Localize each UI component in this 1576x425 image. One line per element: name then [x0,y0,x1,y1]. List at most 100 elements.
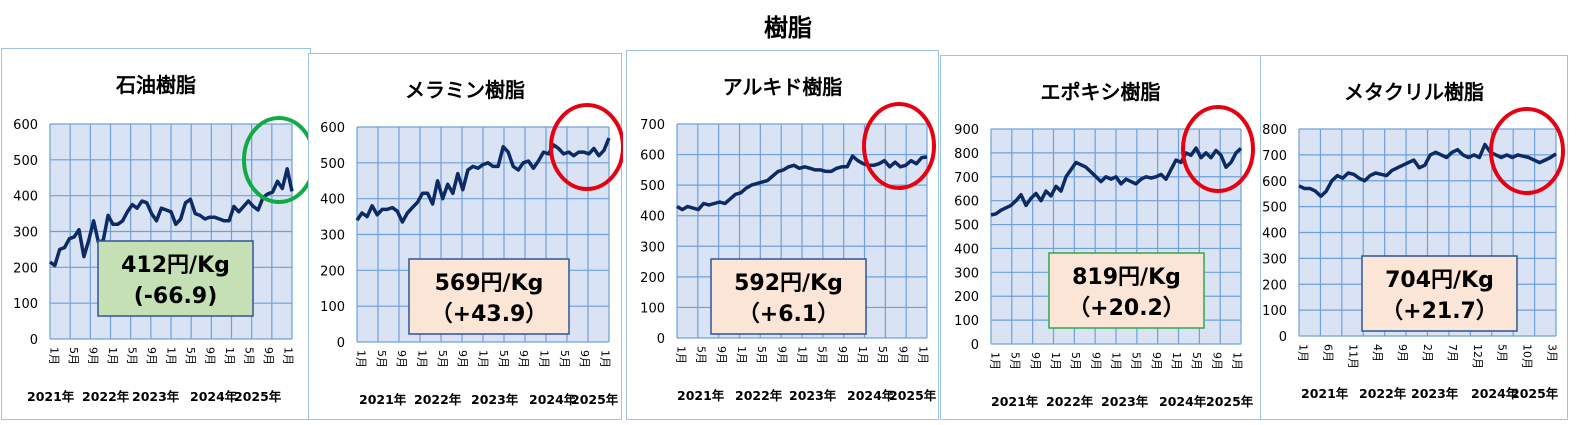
y-tick-label: 400 [320,193,345,208]
x-tick-label: 1月 [1297,344,1310,362]
chart-panel-petroleum-resin: 石油樹脂 0 100 200 300 400 500 600 1月 5月 9月 1月 5月 9月 1月 5月… [1,48,312,420]
x-tick-label: 1月 [796,346,809,364]
x-tick-label: 5月 [876,346,889,364]
y-tick-label: 400 [640,210,665,225]
year-label: 2024年 [1471,386,1519,401]
x-tick-label: 9月 [1150,352,1163,370]
y-tick-label: 800 [1262,123,1287,138]
x-tick-label: 1月 [355,350,368,368]
y-tick-label: 700 [640,118,665,133]
y-tick-label: 500 [320,157,345,172]
change-label: (-66.9) [134,284,218,309]
x-tick-label: 9月 [395,350,408,368]
series-line [676,154,928,212]
y-tick-label: 600 [1262,175,1287,190]
x-tick-label: 1月 [416,350,429,368]
y-tick-label: 100 [320,300,345,315]
y-tick-label: 200 [320,264,345,279]
x-tick-label: 12月 [1471,344,1484,369]
x-tick-label: 1月 [165,347,178,365]
year-label: 2023年 [1411,386,1459,401]
y-tick-label: 200 [13,261,38,276]
y-tick-label: 600 [954,195,979,210]
x-tick-label: 1月 [1170,352,1183,370]
y-tick-label: 300 [13,226,38,241]
year-label: 2023年 [789,388,837,403]
y-tick-label: 100 [640,301,665,316]
price-box [1361,255,1518,332]
line-chart-alkyd-resin: 0 100 200 300 400 500 600 700 1月 5月 9月 1月 5月 9月 1月 5月 9月… [640,102,937,403]
year-label: 2021年 [27,389,75,404]
x-tick-label: 5月 [243,347,256,365]
year-label: 2022年 [82,389,130,404]
x-tick-label: 4月 [1371,344,1384,362]
y-tick-label: 900 [954,123,979,138]
x-tick-label: 1月 [989,352,1002,370]
x-tick-label: 5月 [67,347,80,365]
year-label: 2025年 [889,388,937,403]
price-label: 569円/Kg [435,271,544,296]
series-line [48,167,294,268]
x-tick-label: 5月 [497,350,510,368]
x-tick-label: 9月 [145,347,158,365]
y-tick-label: 200 [954,290,979,305]
x-tick-label: 9月 [578,350,591,368]
x-tick-label: 1月 [477,350,490,368]
change-label: （+20.2） [1068,296,1185,321]
y-tick-label: 0 [30,333,38,348]
x-tick-label: 9月 [87,347,100,365]
highlight-circle [1181,105,1255,193]
y-tick-label: 100 [954,314,979,329]
x-tick-label: 5月 [1009,352,1022,370]
y-tick-label: 300 [1262,252,1287,267]
x-tick-label: 1月 [223,347,236,365]
year-label: 2022年 [414,392,462,407]
price-label: 704円/Kg [1385,268,1494,293]
change-label: （+43.9） [431,302,548,327]
y-tick-label: 500 [640,179,665,194]
x-tick-label: 9月 [775,346,788,364]
x-tick-label: 5月 [695,346,708,364]
x-tick-label: 5月 [184,347,197,365]
x-tick-label: 5月 [558,350,571,368]
price-box [97,240,254,317]
highlight-circle [242,116,312,204]
year-label: 2023年 [1101,394,1149,409]
line-chart-epoxy-resin: 0 100 200 300 400 500 600 700 800 900 1月 5月 9月 1月 5月 9月… [954,105,1255,409]
highlight-circle [1489,107,1565,195]
year-label: 2024年 [529,392,577,407]
x-tick-label: 9月 [1089,352,1102,370]
year-label: 2025年 [1511,386,1559,401]
price-box [408,258,570,335]
x-tick-label: 6月 [1321,344,1334,362]
y-tick-label: 200 [1262,278,1287,293]
year-label: 2025年 [1206,394,1254,409]
x-tick-label: 1月 [917,346,930,364]
year-label: 2021年 [1301,386,1349,401]
price-label: 412円/Kg [121,253,230,278]
x-tick-label: 10月 [1521,344,1534,369]
year-label: 2024年 [847,388,895,403]
x-tick-label: 5月 [375,350,388,368]
y-tick-label: 600 [640,149,665,164]
chart-title: メラミン樹脂 [405,78,525,102]
highlight-circle [862,102,936,190]
y-tick-label: 700 [1262,149,1287,164]
price-box [710,258,867,335]
y-tick-label: 400 [1262,227,1287,242]
y-tick-label: 800 [954,147,979,162]
price-box [1048,252,1205,329]
x-tick-label: 1月 [48,347,61,365]
y-tick-label: 0 [657,332,665,347]
x-tick-label: 5月 [1496,344,1509,362]
x-tick-label: 5月 [816,346,829,364]
x-tick-label: 1月 [1049,352,1062,370]
y-tick-label: 300 [954,266,979,281]
chart-title: エポキシ樹脂 [1040,80,1161,104]
series-line [1298,142,1557,199]
year-label: 2024年 [1159,394,1207,409]
year-label: 2025年 [571,392,619,407]
y-tick-label: 200 [640,271,665,286]
y-tick-label: 300 [640,240,665,255]
x-tick-label: 1月 [735,346,748,364]
